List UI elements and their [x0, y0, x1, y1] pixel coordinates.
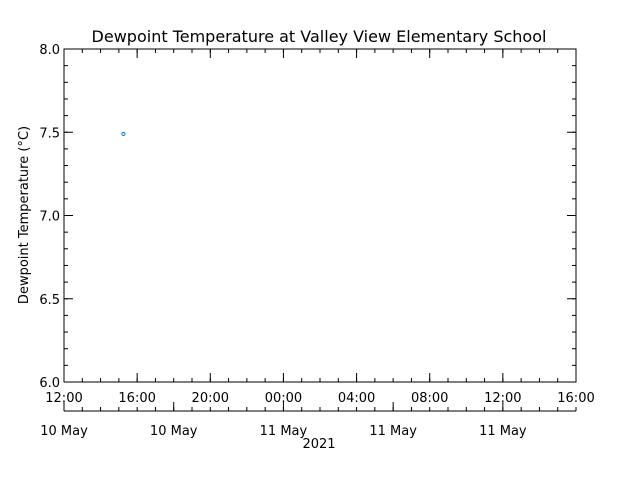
- x-tick-label: 16:00: [557, 391, 594, 406]
- y-tick-label: 7.0: [39, 210, 60, 225]
- date-label: 10 May: [40, 424, 88, 439]
- y-axis-label: Dewpoint Temperature (°C): [17, 126, 32, 304]
- y-tick-label: 6.0: [39, 376, 60, 391]
- y-tick-label: 8.0: [39, 43, 60, 58]
- y-tick-label: 7.5: [39, 126, 60, 141]
- x-tick-label: 12:00: [45, 391, 82, 406]
- x-axis-year-label: 2021: [302, 437, 335, 452]
- date-label: 11 May: [369, 424, 417, 439]
- date-label: 11 May: [479, 424, 527, 439]
- date-axis: 10 May 10 May 11 May 11 May 11 May: [40, 402, 577, 439]
- y-tick-label: 6.5: [39, 293, 60, 308]
- axis-ticks: [63, 48, 577, 383]
- chart-title: Dewpoint Temperature at Valley View Elem…: [92, 27, 547, 46]
- plot-frame: [63, 48, 577, 383]
- x-tick-label: 16:00: [118, 391, 155, 406]
- axis-tick-labels: 6.0 6.5 7.0 7.5 8.0 12:00 16:00 20:00 00:00 04:00…: [39, 43, 594, 406]
- data-points: [121, 131, 126, 137]
- date-label: 10 May: [150, 424, 198, 439]
- x-tick-label: 20:00: [192, 391, 229, 406]
- x-tick-label: 08:00: [411, 391, 448, 406]
- x-tick-label: 04:00: [338, 391, 375, 406]
- x-tick-label: 12:00: [484, 391, 521, 406]
- data-point: [121, 131, 126, 137]
- date-label: 11 May: [260, 424, 308, 439]
- x-tick-label: 00:00: [265, 391, 302, 406]
